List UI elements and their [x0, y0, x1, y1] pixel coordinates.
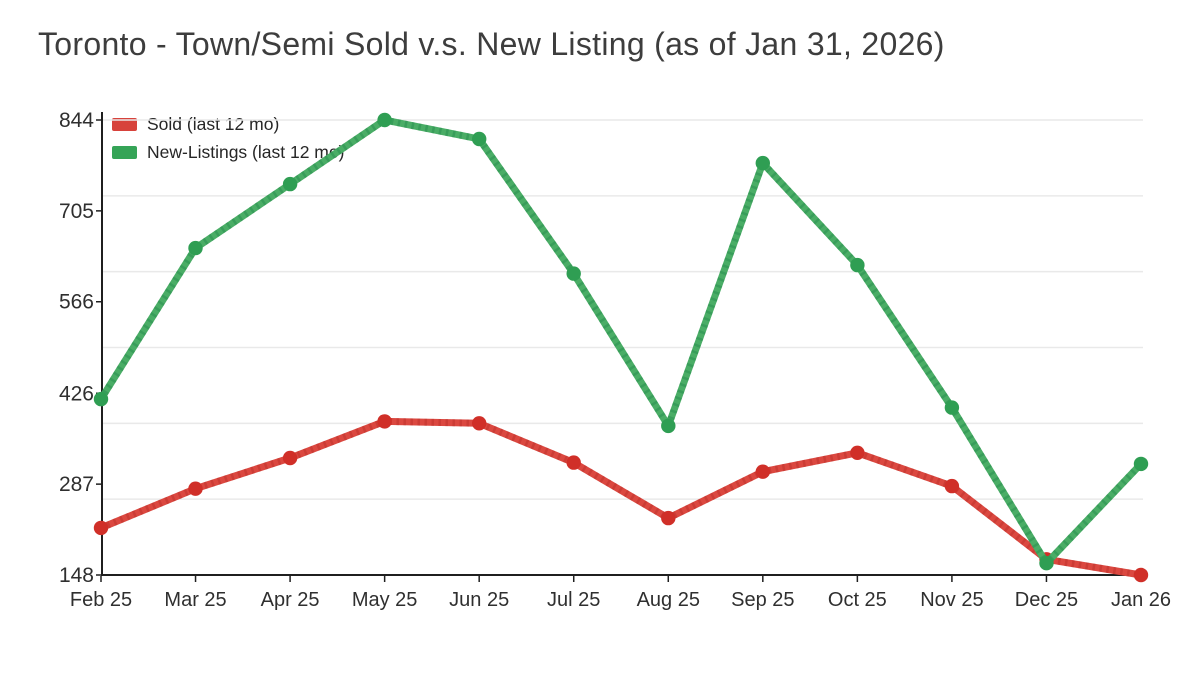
new-listings-swatch	[112, 145, 137, 159]
y-tick-label-844: 844	[59, 109, 94, 132]
x-tick-label-apr-25: Apr 25	[261, 589, 320, 611]
new-listings-marker-sep-25[interactable]	[755, 155, 770, 171]
new-listings-marker-jan-26[interactable]	[1133, 456, 1149, 472]
legend: Sold (last 12 mo) New-Listings (last 12 …	[112, 110, 344, 166]
x-tick-label-jul-25: Jul 25	[547, 589, 600, 611]
sold-line[interactable]	[97, 417, 1145, 579]
x-tick-label-mar-25: Mar 25	[164, 589, 226, 611]
new-listings-marker-nov-25[interactable]	[944, 400, 960, 415]
new-listings-marker-oct-25[interactable]	[850, 257, 865, 273]
sold-marker-oct-25[interactable]	[850, 445, 865, 460]
new-listings-marker-apr-25[interactable]	[282, 176, 298, 192]
x-tick-label-feb-25: Feb 25	[70, 589, 132, 611]
sold-marker-feb-25[interactable]	[93, 520, 109, 536]
sold-marker-may-25[interactable]	[377, 414, 392, 429]
new-listings-marker-aug-25[interactable]	[661, 418, 676, 434]
y-tick-label-287: 287	[59, 473, 94, 496]
legend-label-sold: Sold (last 12 mo)	[147, 113, 280, 134]
new-listings-line[interactable]	[97, 116, 1145, 567]
x-tick-label-oct-25: Oct 25	[828, 589, 887, 611]
sold-marker-jul-25[interactable]	[566, 455, 581, 470]
sold-marker-jun-25[interactable]	[472, 416, 487, 431]
sold-marker-jan-26[interactable]	[1133, 567, 1149, 583]
new-listings-line-texture	[98, 116, 1144, 567]
sold-line-texture	[99, 417, 1142, 579]
sold-marker-sep-25[interactable]	[755, 464, 770, 479]
new-listings-marker-mar-25[interactable]	[188, 240, 203, 256]
sold-marker-apr-25[interactable]	[282, 450, 298, 466]
x-tick-label-jun-25: Jun 25	[449, 589, 509, 611]
sold-marker-aug-25[interactable]	[661, 510, 676, 526]
new-listings-marker-dec-25[interactable]	[1039, 556, 1054, 571]
y-tick-label-426: 426	[59, 382, 94, 405]
x-tick-label-may-25: May 25	[352, 589, 418, 611]
sold-marker-mar-25[interactable]	[188, 481, 203, 496]
y-tick-label-566: 566	[59, 291, 94, 314]
y-tick-label-705: 705	[59, 200, 94, 223]
x-tick-label-jan-26: Jan 26	[1111, 589, 1171, 611]
x-tick-label-nov-25: Nov 25	[920, 589, 983, 611]
legend-item-new-listings[interactable]: New-Listings (last 12 mo)	[112, 138, 344, 166]
new-listings-marker-may-25[interactable]	[377, 112, 392, 128]
x-tick-label-sep-25: Sep 25	[731, 589, 794, 611]
legend-label-new-listings: New-Listings (last 12 mo)	[147, 141, 345, 162]
y-tick-label-148: 148	[59, 564, 94, 587]
new-listings-marker-jul-25[interactable]	[566, 266, 581, 281]
sold-marker-nov-25[interactable]	[944, 478, 960, 494]
page-title: Toronto - Town/Semi Sold v.s. New Listin…	[38, 26, 945, 62]
x-tick-label-dec-25: Dec 25	[1015, 589, 1078, 611]
new-listings-marker-feb-25[interactable]	[93, 391, 109, 407]
new-listings-marker-jun-25[interactable]	[472, 131, 487, 147]
x-tick-label-aug-25: Aug 25	[637, 589, 700, 611]
